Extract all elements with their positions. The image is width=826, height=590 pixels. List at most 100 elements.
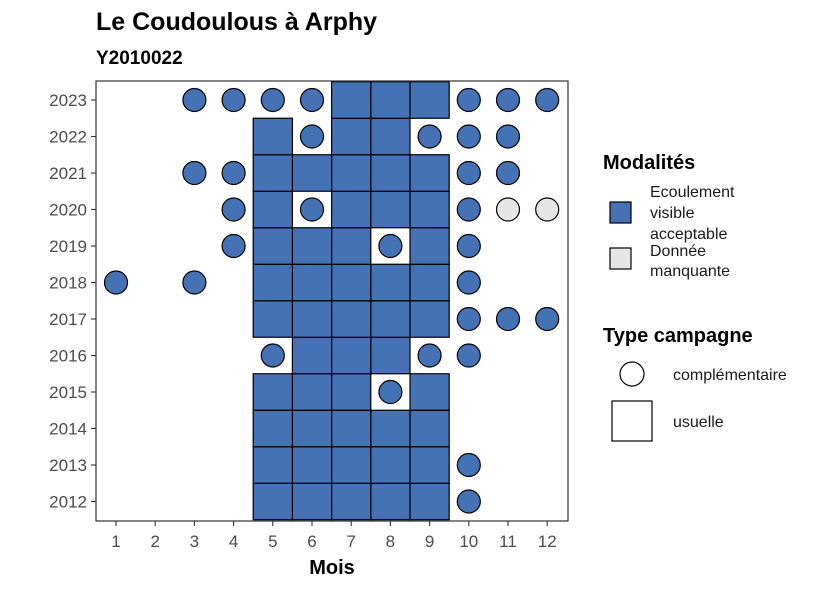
point-complementaire-2022-10 xyxy=(456,124,481,149)
legend-label-usuelle: usuelle xyxy=(673,414,724,431)
point-complementaire-2019-10 xyxy=(456,233,481,259)
y-tick-label-2017: 2017 xyxy=(49,310,87,329)
y-tick-label-2022: 2022 xyxy=(49,128,87,147)
point-complementaire-2021-3 xyxy=(182,160,207,186)
legend-key-ecoulement xyxy=(609,201,632,224)
chart-title: Le Coudoulous à Arphy xyxy=(96,8,377,36)
cell-usuelle-2016-7 xyxy=(331,336,372,375)
cell-usuelle-2018-9 xyxy=(409,263,450,302)
point-complementaire-2019-8 xyxy=(378,233,403,259)
cell-usuelle-2015-7 xyxy=(331,373,372,411)
point-complementaire-2018-3 xyxy=(182,270,207,295)
legend-key-complementaire xyxy=(619,361,645,387)
cell-usuelle-2018-6 xyxy=(291,263,333,302)
cell-usuelle-2023-8 xyxy=(370,81,411,119)
x-tick-label-1: 1 xyxy=(111,532,120,551)
x-tick-label-5: 5 xyxy=(268,532,277,551)
cell-usuelle-2021-8 xyxy=(370,154,411,192)
cell-usuelle-2016-8 xyxy=(370,336,411,375)
point-complementaire-2018-10 xyxy=(456,270,481,295)
cell-usuelle-2023-7 xyxy=(331,81,372,119)
x-axis-title: Mois xyxy=(309,557,355,579)
point-complementaire-2021-11 xyxy=(495,160,521,186)
cell-usuelle-2012-5 xyxy=(252,482,293,521)
cell-usuelle-2022-7 xyxy=(331,117,372,156)
cell-usuelle-2012-9 xyxy=(409,482,450,521)
cell-usuelle-2013-6 xyxy=(291,446,333,484)
x-tick-label-4: 4 xyxy=(229,532,238,551)
x-tick-label-10: 10 xyxy=(459,532,478,551)
cell-usuelle-2013-5 xyxy=(252,446,293,484)
legend-key-manquante xyxy=(609,247,632,270)
cell-usuelle-2021-5 xyxy=(252,154,293,192)
cell-usuelle-2014-9 xyxy=(409,409,450,448)
point-complementaire-2021-10 xyxy=(456,160,481,186)
point-complementaire-2022-11 xyxy=(495,124,521,149)
cell-usuelle-2023-9 xyxy=(409,81,450,119)
cell-usuelle-2019-6 xyxy=(291,227,333,265)
legend: Modalités Ecoulement visible acceptable … xyxy=(603,152,787,442)
x-tick-label-8: 8 xyxy=(386,532,395,551)
legend-title-modalites: Modalités xyxy=(603,152,695,174)
y-tick-label-2018: 2018 xyxy=(49,274,87,293)
cell-usuelle-2021-6 xyxy=(291,154,333,192)
cell-usuelle-2014-5 xyxy=(252,409,293,448)
y-axis: 2012 2013 2014 2015 2016 2017 2018 2019 2020 2021… xyxy=(49,91,96,512)
y-tick-label-2013: 2013 xyxy=(49,456,87,475)
cell-usuelle-2017-8 xyxy=(370,300,411,338)
legend-label-ecoulement-1: Ecoulement xyxy=(650,184,735,201)
point-complementaire-2023-11 xyxy=(495,87,521,113)
cell-usuelle-2020-5 xyxy=(252,190,293,229)
legend-label-complementaire: complémentaire xyxy=(673,367,787,384)
panel-border xyxy=(95,80,569,522)
legend-title-campagne: Type campagne xyxy=(603,325,753,347)
point-complementaire-2020-6 xyxy=(299,197,325,222)
cell-usuelle-2012-7 xyxy=(331,482,372,521)
point-complementaire-2020-12 xyxy=(535,197,560,222)
cell-usuelle-2018-8 xyxy=(370,263,411,302)
point-complementaire-2023-6 xyxy=(299,87,325,113)
point-complementaire-2022-6 xyxy=(299,124,325,149)
point-complementaire-2023-3 xyxy=(182,87,207,113)
x-tick-label-9: 9 xyxy=(425,532,434,551)
cell-usuelle-2013-7 xyxy=(331,446,372,484)
point-complementaire-2020-11 xyxy=(495,197,521,222)
point-complementaire-2015-8 xyxy=(378,379,403,405)
cell-usuelle-2012-8 xyxy=(370,482,411,521)
point-complementaire-2023-10 xyxy=(456,87,481,113)
point-complementaire-2017-11 xyxy=(495,306,521,332)
point-complementaire-2020-10 xyxy=(456,197,481,222)
cell-usuelle-2017-6 xyxy=(291,300,333,338)
cell-usuelle-2016-6 xyxy=(291,336,333,375)
cell-usuelle-2019-7 xyxy=(331,227,372,265)
cell-usuelle-2018-5 xyxy=(252,263,293,302)
plot-cells xyxy=(103,81,560,521)
cell-usuelle-2015-6 xyxy=(291,373,333,411)
legend-label-manquante-1: Donnée xyxy=(650,243,706,260)
cell-usuelle-2017-9 xyxy=(409,300,450,338)
y-tick-label-2023: 2023 xyxy=(49,91,87,110)
cell-usuelle-2020-8 xyxy=(370,190,411,229)
legend-label-ecoulement-3: acceptable xyxy=(650,226,727,243)
point-complementaire-2017-10 xyxy=(456,306,481,332)
point-complementaire-2023-12 xyxy=(535,87,560,113)
y-tick-label-2019: 2019 xyxy=(49,237,87,256)
x-tick-label-6: 6 xyxy=(307,532,316,551)
y-tick-label-2016: 2016 xyxy=(49,347,87,366)
x-tick-label-7: 7 xyxy=(346,532,355,551)
cell-usuelle-2015-9 xyxy=(409,373,450,411)
cell-usuelle-2021-7 xyxy=(331,154,372,192)
point-complementaire-2012-10 xyxy=(456,489,481,514)
x-tick-label-3: 3 xyxy=(190,532,199,551)
cell-usuelle-2017-7 xyxy=(331,300,372,338)
cell-usuelle-2014-8 xyxy=(370,409,411,448)
point-complementaire-2021-4 xyxy=(221,160,246,186)
point-complementaire-2023-5 xyxy=(260,87,285,113)
x-tick-label-12: 12 xyxy=(538,532,557,551)
x-axis: 1 2 3 4 5 6 7 8 9 10 11 12 xyxy=(111,521,557,551)
cell-usuelle-2017-5 xyxy=(252,300,293,338)
y-tick-label-2015: 2015 xyxy=(49,383,87,402)
legend-label-manquante-2: manquante xyxy=(650,263,730,280)
legend-key-usuelle xyxy=(611,400,653,442)
